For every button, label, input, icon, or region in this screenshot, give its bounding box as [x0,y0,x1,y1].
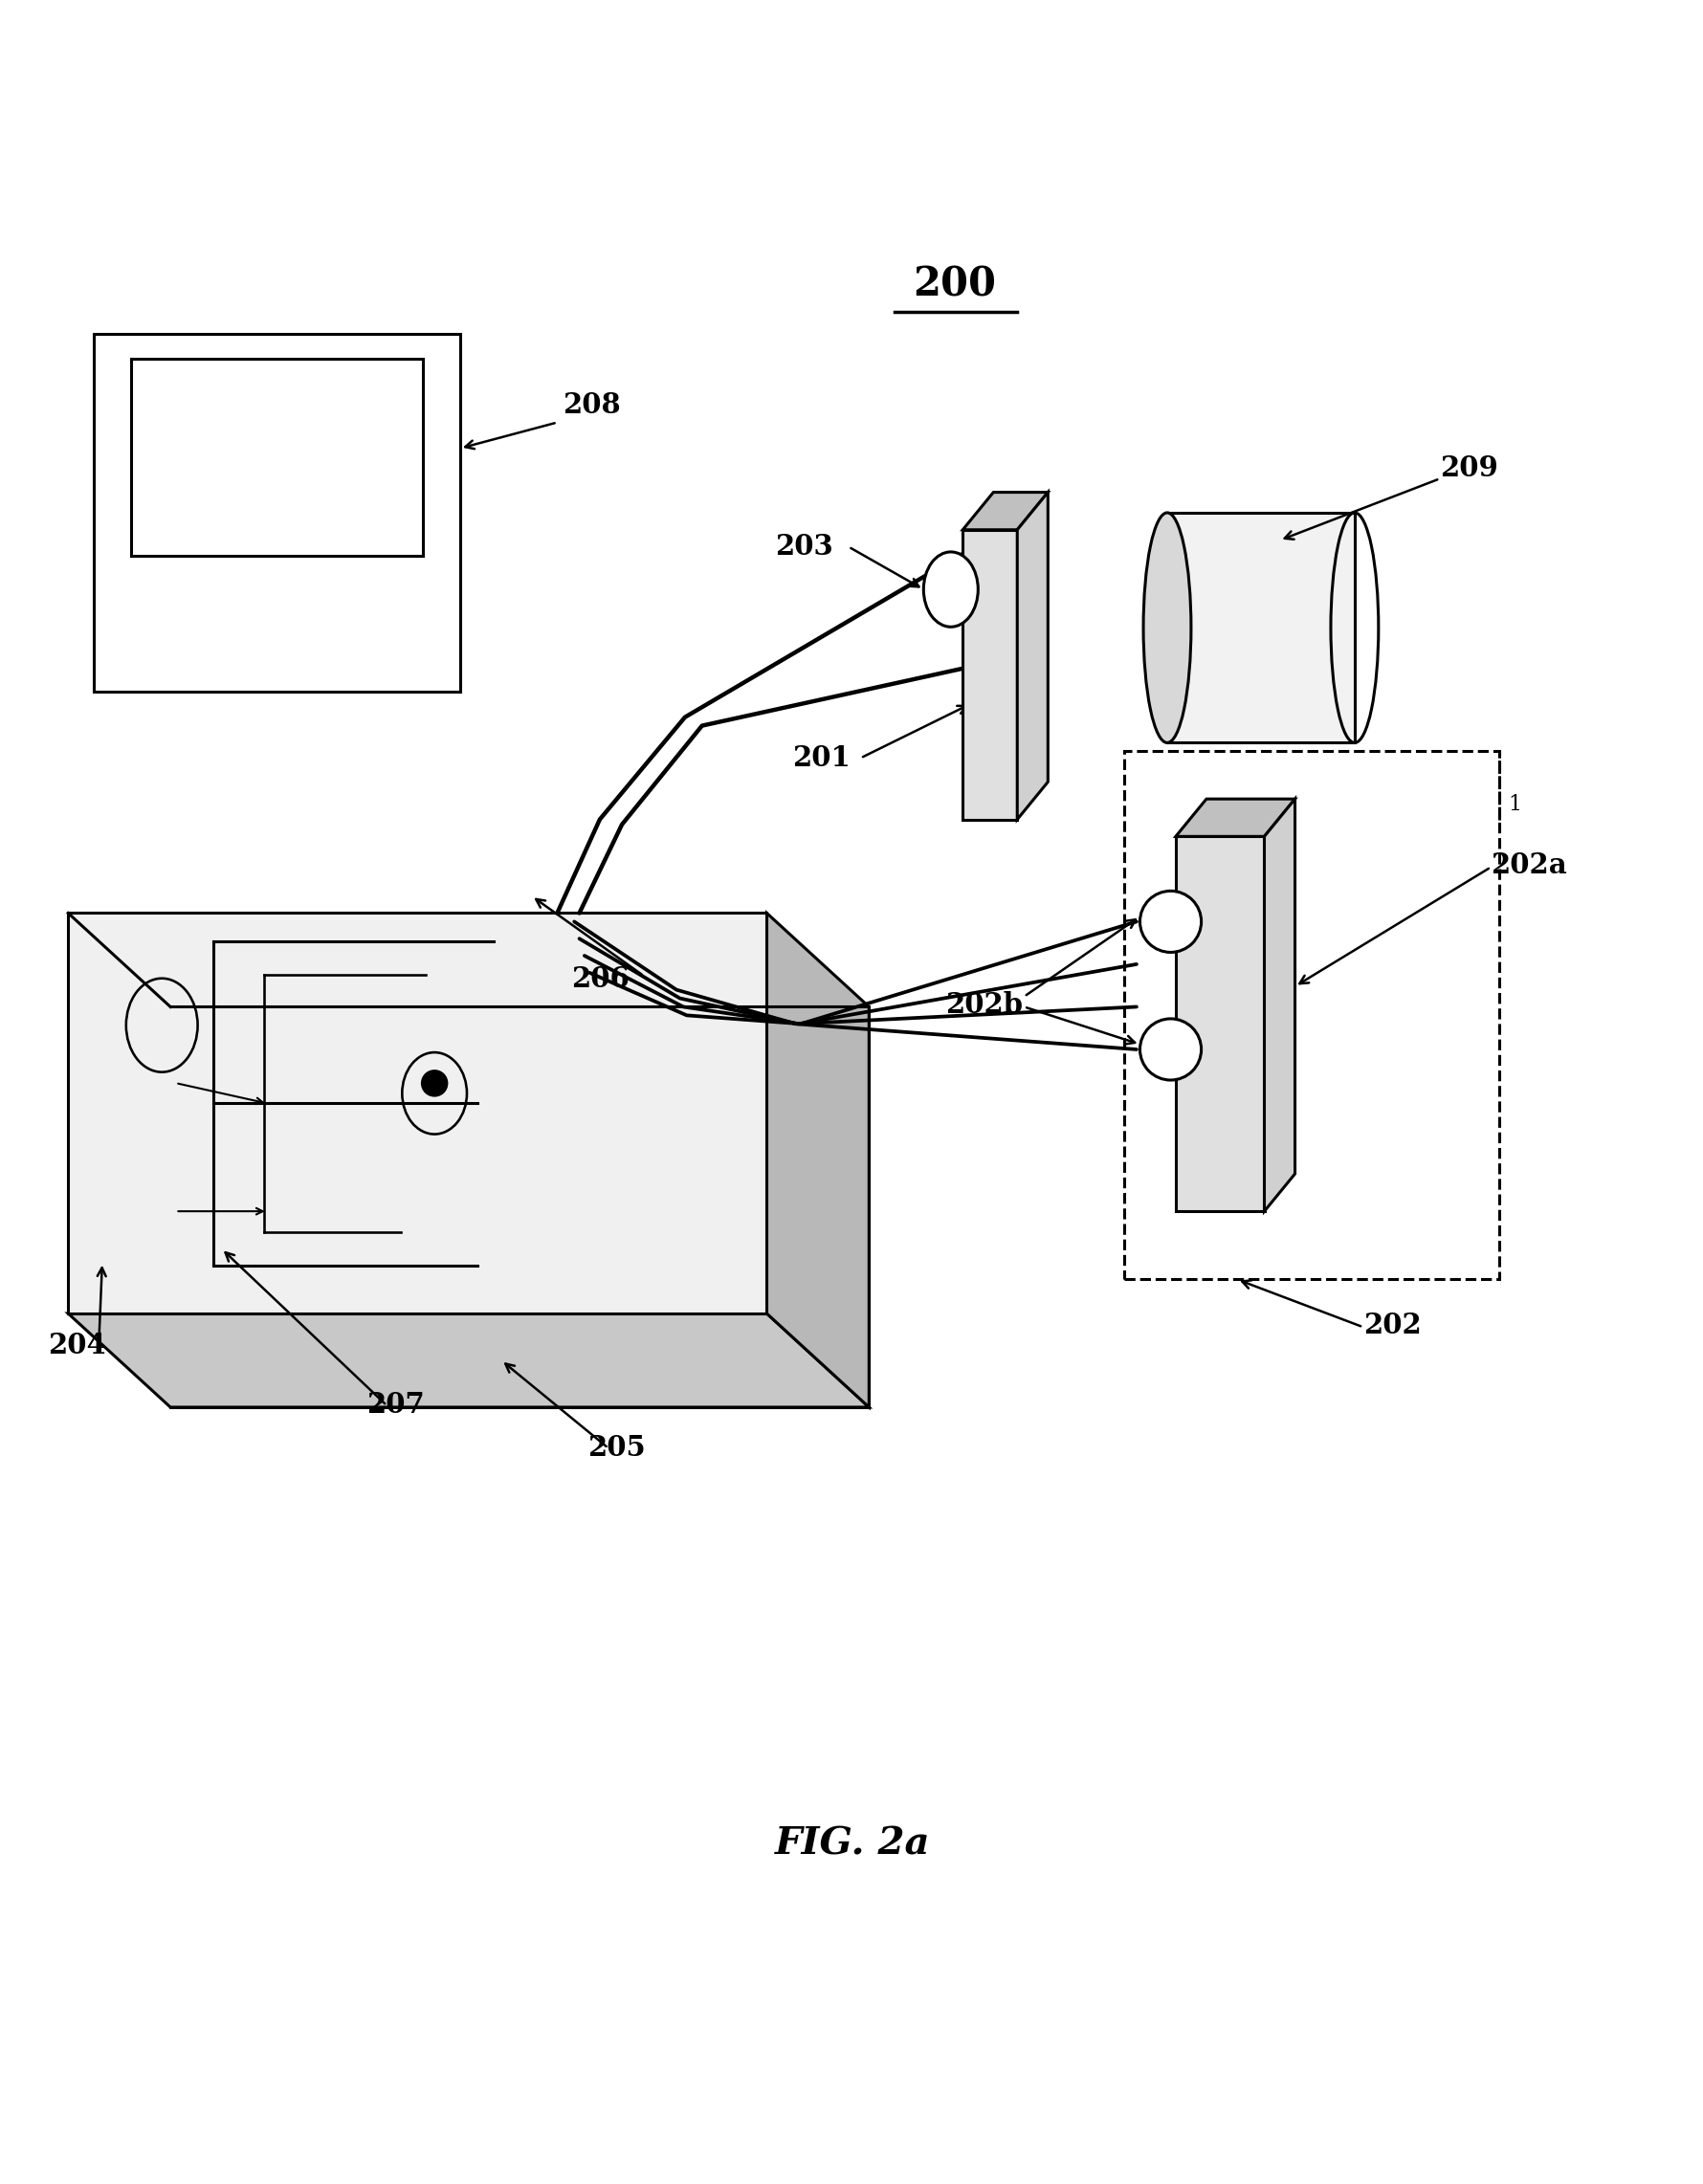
Bar [1167,513,1354,743]
Circle shape [1139,891,1201,952]
Text: 202a: 202a [1490,852,1567,878]
Polygon shape [1175,799,1294,836]
Text: 201: 201 [792,745,850,771]
Circle shape [1139,1018,1201,1081]
Ellipse shape [923,553,978,627]
Bar [1124,751,1499,1280]
Ellipse shape [1143,513,1190,743]
Bar [94,334,460,692]
Circle shape [421,1070,448,1096]
Text: 205: 205 [588,1435,645,1461]
Text: 207: 207 [366,1391,424,1420]
Polygon shape [766,913,869,1406]
Polygon shape [1017,491,1047,819]
Text: 202b: 202b [945,992,1022,1018]
Polygon shape [68,1313,869,1406]
Polygon shape [1175,836,1264,1212]
Text: 203: 203 [775,533,833,561]
Polygon shape [68,913,766,1313]
Text: 200: 200 [913,264,995,306]
Text: 206: 206 [571,965,628,994]
Text: 209: 209 [1439,454,1497,483]
Text: 208: 208 [562,391,620,419]
Text: 202: 202 [1362,1310,1420,1339]
Text: 1: 1 [1507,793,1521,815]
Polygon shape [1264,799,1294,1212]
Bar [131,358,422,555]
Text: FIG. 2a: FIG. 2a [775,1826,930,1863]
Text: 204: 204 [48,1332,106,1358]
Polygon shape [962,491,1047,531]
Polygon shape [962,531,1017,819]
